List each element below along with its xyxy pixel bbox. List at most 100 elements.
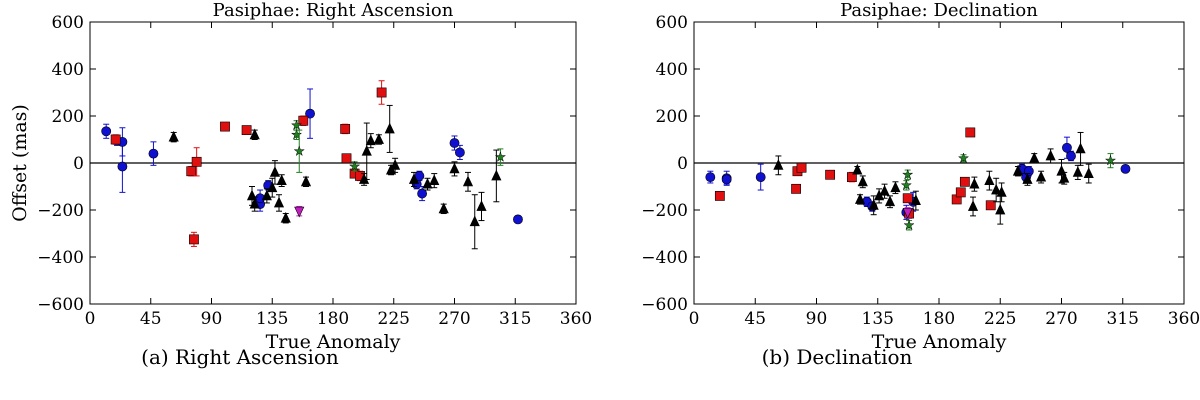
data-point — [422, 177, 433, 189]
data-point — [476, 200, 487, 211]
x-axis-label: True Anomaly — [266, 331, 401, 353]
data-point — [1012, 164, 1024, 176]
data-point — [1120, 163, 1131, 174]
data-point — [857, 175, 868, 187]
data-point — [361, 144, 372, 156]
series-magenta_triangle — [294, 205, 305, 218]
data-point — [796, 162, 807, 173]
data-point — [417, 188, 427, 199]
x-tick-label: 45 — [744, 309, 766, 329]
data-point — [902, 207, 913, 219]
y-tick-label: 600 — [52, 13, 84, 33]
data-point — [241, 125, 252, 135]
data-point — [246, 189, 258, 201]
data-point — [714, 191, 725, 201]
data-point — [101, 126, 112, 137]
data-point — [1062, 142, 1072, 153]
data-point — [438, 202, 449, 214]
data-point — [1036, 170, 1047, 182]
data-point — [373, 133, 384, 144]
data-point — [408, 173, 420, 184]
data-point — [249, 128, 260, 140]
data-point — [1072, 166, 1083, 177]
data-point — [721, 174, 732, 185]
x-tick-label: 180 — [923, 309, 955, 329]
data-point — [1066, 151, 1076, 161]
data-point — [991, 183, 1002, 195]
x-tick-label: 315 — [499, 309, 531, 329]
x-tick-label: 45 — [140, 309, 162, 329]
data-point — [902, 193, 913, 204]
data-point — [449, 162, 460, 174]
chart-panel-1: 0 45 90 135 180 225 270 315 360 −600 −400 −200 0 200 4… — [9, 0, 592, 369]
data-point — [996, 186, 1007, 197]
x-tick-label: 225 — [378, 309, 410, 329]
data-point — [300, 175, 312, 187]
data-point — [462, 175, 474, 187]
x-tick-label: 270 — [1045, 309, 1077, 329]
y-tick-label: −400 — [37, 248, 84, 268]
chart-panel-2: 0 45 90 135 180 225 270 315 360 −600 −400 −200 0 200 4… — [641, 0, 1200, 369]
data-point — [384, 122, 395, 134]
data-point — [290, 128, 303, 140]
x-tick-label: 0 — [85, 309, 96, 329]
data-point — [955, 187, 966, 198]
data-point — [705, 172, 716, 182]
data-point — [1104, 154, 1117, 166]
data-point — [267, 181, 278, 193]
data-point — [969, 177, 980, 189]
y-tick-label: −600 — [641, 295, 688, 315]
x-tick-label: 315 — [1107, 309, 1139, 329]
data-point — [117, 161, 128, 172]
data-point — [148, 148, 159, 159]
data-point — [189, 234, 199, 245]
data-point — [852, 163, 863, 175]
data-point — [429, 174, 440, 186]
data-point — [773, 159, 784, 170]
x-tick-label: 135 — [256, 309, 288, 329]
data-point — [269, 166, 281, 177]
data-point — [965, 127, 976, 138]
x-tick-label: 360 — [1168, 309, 1200, 329]
data-point — [469, 215, 480, 227]
data-point — [494, 151, 507, 163]
data-point — [967, 200, 979, 211]
data-point — [1075, 142, 1086, 154]
data-point — [186, 166, 197, 177]
y-tick-label: 400 — [656, 60, 688, 80]
series-green_star — [900, 152, 1117, 231]
x-tick-label: 0 — [689, 309, 700, 329]
x-tick-label: 135 — [862, 309, 894, 329]
data-point — [365, 134, 376, 146]
data-point — [884, 195, 896, 207]
data-point — [348, 160, 361, 172]
chart-title: Pasiphae: Declination — [840, 0, 1038, 21]
data-point — [1029, 151, 1040, 163]
data-point — [959, 176, 970, 187]
y-tick-label: 0 — [677, 154, 688, 174]
data-point — [879, 184, 890, 196]
data-point — [220, 121, 230, 132]
data-point — [900, 179, 913, 191]
data-point — [513, 214, 523, 225]
data-point — [110, 134, 121, 145]
data-point — [901, 168, 914, 180]
x-tick-label: 90 — [201, 309, 223, 329]
series-black_triangle — [773, 131, 1094, 225]
data-point — [854, 193, 866, 204]
data-point — [995, 203, 1006, 215]
x-tick-label: 90 — [806, 309, 828, 329]
x-tick-label: 270 — [438, 309, 470, 329]
data-point — [1059, 171, 1070, 183]
data-point — [1023, 166, 1034, 177]
data-point — [984, 174, 995, 186]
data-point — [376, 87, 387, 98]
data-point — [340, 124, 351, 134]
data-point — [825, 169, 836, 180]
data-point — [191, 156, 202, 167]
panel-caption: (b) Declination — [762, 345, 913, 369]
data-point — [890, 181, 901, 193]
series-red_square — [110, 80, 387, 247]
